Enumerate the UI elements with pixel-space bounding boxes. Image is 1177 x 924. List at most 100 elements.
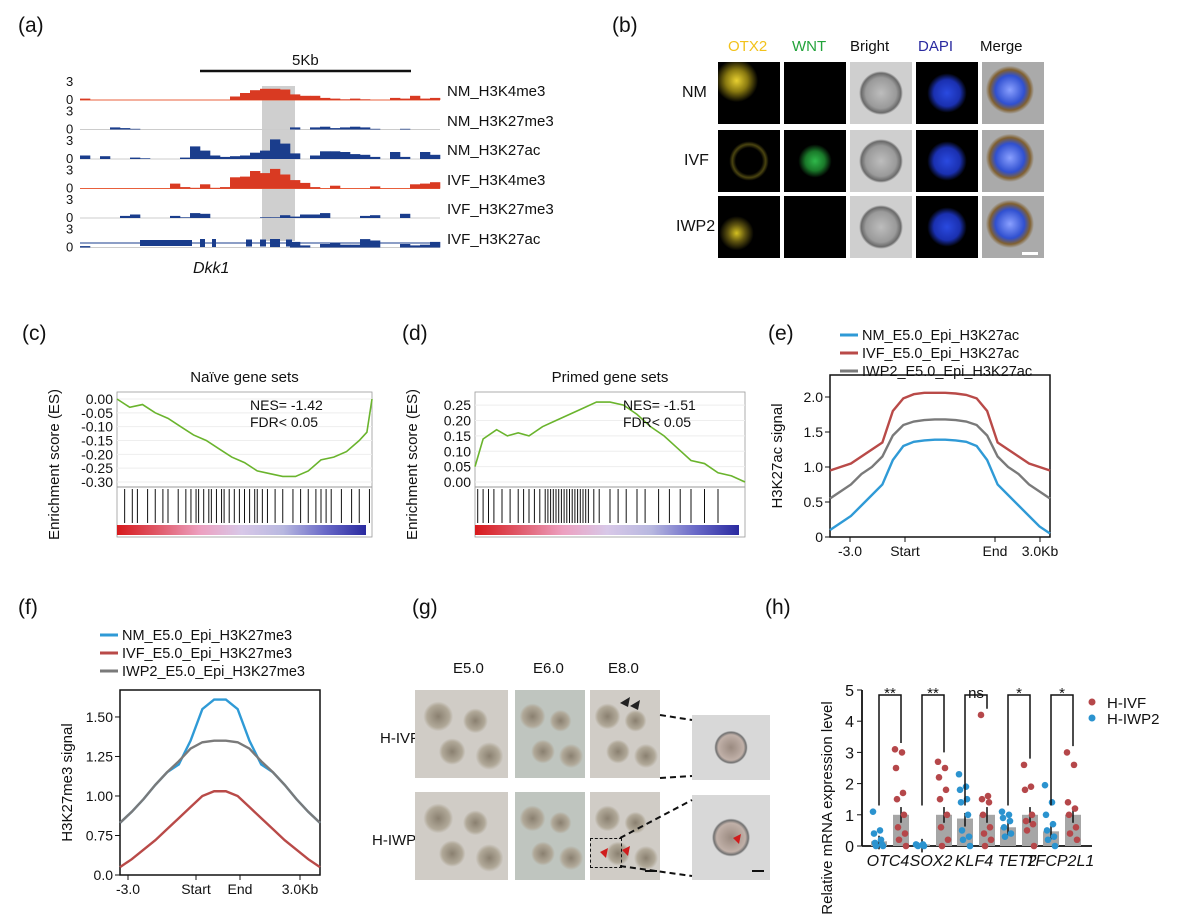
exon <box>200 239 205 247</box>
significance-bracket <box>878 694 902 806</box>
row-label-h-ivf: H-IVF <box>380 730 420 747</box>
signal-bar <box>230 177 241 189</box>
h3k27me3-profile-plot: 1.50 1.25 1.00 0.75 0.0-3.0 Start End 3.0Kb H3K2… <box>59 628 321 897</box>
data-point <box>901 830 909 837</box>
signal-bar <box>310 155 321 159</box>
signal-bar <box>400 244 411 248</box>
signal-bar <box>80 98 91 100</box>
column-label-e5.0: E5.0 <box>453 660 484 677</box>
plot-frame <box>829 374 1051 538</box>
data-point <box>955 770 963 778</box>
scale-bar <box>1022 252 1038 255</box>
signal-bar <box>300 95 311 100</box>
signal-bar <box>310 95 321 100</box>
column-label-e8.0: E8.0 <box>608 660 639 677</box>
signal-bar <box>280 174 291 189</box>
y-tick-label: 0.15 <box>444 428 471 444</box>
data-point <box>1030 842 1038 850</box>
signal-bar <box>340 127 351 130</box>
row-label-ivf: IVF <box>684 152 709 169</box>
data-point <box>1021 786 1029 794</box>
data-point <box>1050 833 1058 840</box>
significance-label: * <box>1016 685 1022 702</box>
data-point <box>1023 827 1031 834</box>
plot-title: Primed gene sets <box>552 369 669 386</box>
signal-bar <box>370 156 381 159</box>
y-tick-label: 1.00 <box>86 788 113 804</box>
panel-label-d: (d) <box>402 322 428 345</box>
data-point <box>1048 799 1056 806</box>
y-tick-label: 5 <box>845 683 854 700</box>
arrowhead-marker <box>600 848 608 858</box>
data-point <box>984 792 992 800</box>
signal-bar <box>240 176 251 189</box>
significance-label: ** <box>927 685 939 702</box>
stat-annotation: FDR< 0.05 <box>623 414 691 430</box>
channel-header-merge: Merge <box>980 38 1023 55</box>
signal-bar <box>320 244 331 248</box>
data-point <box>902 842 910 850</box>
signal-bar <box>110 127 121 130</box>
signal-bar <box>280 89 291 100</box>
micrograph-iwp2-otx2 <box>718 196 780 258</box>
column-label-e6.0: E6.0 <box>533 660 564 677</box>
track-y-min: 0 <box>66 151 73 166</box>
zoom-box <box>590 838 622 868</box>
data-point <box>979 811 987 819</box>
data-point <box>1001 833 1009 840</box>
track-y-max: 3 <box>66 163 73 178</box>
data-point <box>937 823 945 831</box>
panel-label-f: (f) <box>18 596 38 619</box>
signal-bar <box>370 240 381 248</box>
data-point <box>958 827 966 834</box>
data-point <box>978 795 986 803</box>
y-tick-label: -0.25 <box>81 460 113 476</box>
x-tick-label: 3.0Kb <box>282 881 319 897</box>
signal-bar <box>360 127 371 130</box>
signal-bar <box>290 153 301 159</box>
data-point <box>879 842 887 850</box>
signal-bar <box>130 214 141 218</box>
signal-bar <box>390 97 401 100</box>
signal-bar <box>310 127 321 130</box>
signal-bar <box>320 151 331 159</box>
signal-bar <box>260 173 271 189</box>
signal-bar <box>170 183 181 189</box>
data-point <box>941 764 949 772</box>
data-point <box>894 823 902 831</box>
y-tick-label: 2 <box>845 777 854 794</box>
data-point <box>1049 820 1057 828</box>
signal-bar <box>320 213 331 218</box>
signal-bar <box>250 90 261 100</box>
signal-bar <box>350 244 361 248</box>
signal-bar <box>190 146 201 159</box>
signal-bar <box>400 213 411 218</box>
signal-bar <box>330 151 341 159</box>
data-point <box>936 795 944 803</box>
signal-bar <box>400 128 411 130</box>
dashed-connector <box>659 775 693 779</box>
signal-bar <box>310 187 321 189</box>
signal-bar <box>180 217 191 218</box>
y-tick-label: 2.0 <box>804 389 824 405</box>
y-axis-label: Relative mRNA expression level <box>819 701 836 914</box>
signal-bar <box>240 155 251 159</box>
channel-header-wnt: WNT <box>792 38 827 55</box>
es-curve <box>474 401 746 483</box>
track-label: IVF_H3K27ac <box>447 230 541 248</box>
signal-bar <box>230 96 241 100</box>
significance-bracket <box>964 694 988 806</box>
embryo-photo-h-ivf-e8.0 <box>590 690 660 778</box>
arrowhead-marker <box>630 700 640 710</box>
data-point <box>1064 799 1072 806</box>
significance-bracket <box>921 694 945 806</box>
ranked-list-colorbar <box>475 525 739 535</box>
track-y-min: 0 <box>66 181 73 196</box>
series-line-NM_E5.0_Epi_H3K27ac <box>829 438 1051 535</box>
dashed-connector <box>619 865 693 877</box>
signal-bar <box>370 128 381 130</box>
signal-bar <box>260 150 271 159</box>
signal-bar <box>80 155 91 159</box>
micrograph-nm-bright <box>850 62 912 124</box>
data-point <box>980 830 988 837</box>
